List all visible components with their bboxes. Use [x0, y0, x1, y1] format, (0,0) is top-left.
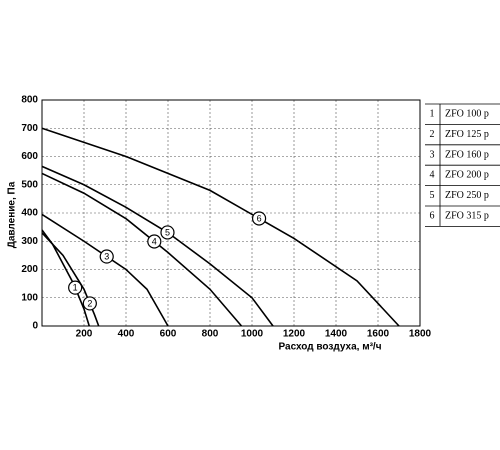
x-tick-label: 1000: [241, 329, 264, 340]
curve: [41, 172, 243, 327]
legend-label: ZFO 100 p: [445, 108, 489, 119]
y-axis-label: Давление, Па: [7, 181, 18, 248]
legend-label: ZFO 200 p: [445, 170, 489, 181]
y-tick-label: 0: [32, 321, 38, 332]
y-tick-label: 700: [21, 123, 38, 134]
legend-number: 5: [430, 190, 435, 201]
x-axis-label: Расход воздуха, м³/ч: [278, 342, 381, 353]
curve-label: 5: [165, 227, 170, 237]
curve: [41, 213, 169, 327]
legend-number: 1: [430, 108, 435, 119]
legend-label: ZFO 250 p: [445, 190, 489, 201]
legend-number: 4: [430, 170, 435, 181]
plot-frame: [41, 99, 421, 327]
legend-label: ZFO 315 p: [445, 210, 489, 221]
y-tick-label: 400: [21, 208, 38, 219]
x-tick-label: 1400: [325, 329, 348, 340]
curve-label: 6: [257, 213, 262, 223]
curve-label-circle: [147, 234, 162, 249]
x-tick-label: 200: [76, 329, 93, 340]
curve-label-circle: [251, 211, 267, 226]
y-tick-label: 600: [21, 151, 38, 162]
y-tick-label: 800: [21, 95, 38, 106]
curve-label: 4: [152, 236, 157, 246]
curve-label-circle: [160, 225, 175, 240]
curve: [41, 127, 400, 327]
x-tick-label: 800: [202, 329, 219, 340]
curve-label-circle: [99, 249, 114, 264]
y-tick-label: 500: [21, 179, 38, 190]
curve: [41, 229, 91, 327]
x-tick-label: 400: [118, 329, 135, 340]
curve-label: 2: [87, 298, 92, 308]
y-tick-label: 200: [21, 264, 38, 275]
curve-label-circle: [82, 296, 97, 311]
legend-number: 3: [430, 149, 435, 160]
x-tick-label: 1800: [409, 329, 432, 340]
legend-label: ZFO 160 p: [445, 149, 489, 160]
x-tick-label: 1600: [367, 329, 390, 340]
x-tick-label: 1200: [283, 329, 306, 340]
x-tick-label: 600: [160, 329, 177, 340]
curve-label-circle: [68, 280, 83, 295]
legend-label: ZFO 125 p: [445, 129, 489, 140]
legend-number: 2: [430, 129, 435, 140]
y-tick-label: 100: [21, 292, 38, 303]
curve-label: 1: [73, 283, 78, 293]
y-tick-label: 300: [21, 236, 38, 247]
curve-label: 3: [104, 251, 109, 261]
legend-number: 6: [430, 210, 435, 221]
curve: [41, 232, 100, 327]
